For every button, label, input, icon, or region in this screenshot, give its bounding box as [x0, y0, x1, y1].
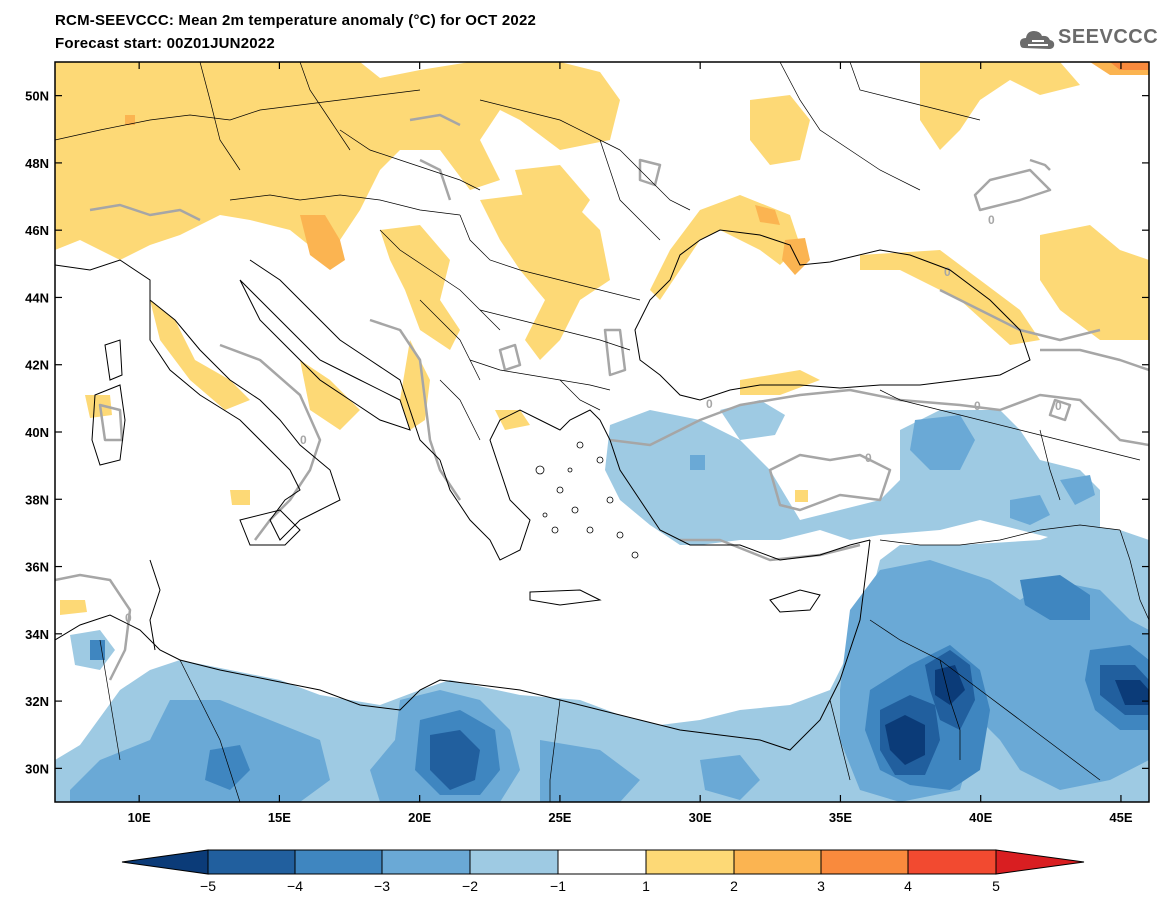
anatolia-south-coast [609, 439, 871, 561]
italy-coast [149, 298, 341, 541]
tunisia-coast [149, 559, 161, 651]
sardinia-coast [91, 384, 126, 466]
colorbar-label: −3 [374, 878, 390, 894]
contour-label: 0 [1055, 399, 1062, 413]
colorbar-swatch [381, 849, 471, 875]
colorbar-swatch [294, 849, 383, 875]
contour-label: 0 [974, 399, 981, 413]
lat-tick-label: 36N [25, 560, 49, 575]
anomaly-field: 0 0 0 0 0 0 0 0 [55, 62, 1149, 802]
colorbar-swatch [207, 849, 296, 875]
seevccc-cloud-logo-icon [1020, 31, 1055, 49]
lat-tick-label: 34N [25, 627, 49, 642]
lon-tick-label: 30E [689, 810, 712, 825]
colorbar-swatch [907, 849, 997, 875]
lat-tick-label: 30N [25, 761, 49, 776]
lat-tick-label: 50N [25, 89, 49, 104]
colorbar: −5 −4 −3 −2 −1 1 2 3 4 5 [121, 849, 1085, 894]
coastlines [55, 229, 1031, 751]
lon-tick-label: 20E [408, 810, 431, 825]
lon-tick-label: 45E [1109, 810, 1132, 825]
contour-label: 0 [944, 265, 951, 279]
levant-coast [829, 539, 871, 701]
adriatic-east-coast [249, 259, 441, 461]
colorbar-labels: −5 −4 −3 −2 −1 1 2 3 4 5 [200, 878, 1000, 894]
lon-tick-label: 40E [969, 810, 992, 825]
warm-anomaly-areas [55, 62, 1149, 615]
country-borders [55, 62, 1149, 802]
black-sea-coast [634, 229, 1031, 401]
colorbar-label: −1 [550, 878, 566, 894]
colorbar-swatch [557, 849, 647, 875]
lat-tick-label: 44N [25, 290, 49, 305]
colorbar-swatch [820, 849, 909, 875]
colorbar-label: 1 [642, 878, 650, 894]
colorbar-swatch [645, 849, 735, 875]
colorbar-swatch [733, 849, 822, 875]
north-africa-coast [55, 614, 831, 751]
colorbar-arrow-high [995, 849, 1085, 875]
colorbar-label: 5 [992, 878, 1000, 894]
crete-coast [529, 589, 602, 606]
lat-tick-label: 32N [25, 694, 49, 709]
zero-contour-labels: 0 0 0 0 0 0 0 0 [125, 213, 1062, 625]
colorbar-label: −2 [462, 878, 478, 894]
colorbar-label: −5 [200, 878, 216, 894]
colorbar-label: 3 [817, 878, 825, 894]
colorbar-label: 2 [730, 878, 738, 894]
greece-coast [439, 409, 611, 561]
contour-label: 0 [865, 451, 872, 465]
lat-tick-label: 48N [25, 156, 49, 171]
lat-tick-label: 38N [25, 492, 49, 507]
cold-anomaly-5c [885, 665, 1149, 765]
longitude-axis: 10E 15E 20E 25E 30E 35E 40E 45E [128, 62, 1133, 825]
logo-text: SEEVCCC [1058, 26, 1159, 48]
colorbar-arrow-low [121, 849, 209, 875]
warm-anomaly-3c [1110, 62, 1149, 70]
cyprus-coast [769, 589, 821, 613]
forecast-start-subtitle: Forecast start: 00Z01JUN2022 [55, 35, 275, 52]
italy-adriatic-coast [239, 279, 411, 431]
contour-label: 0 [988, 213, 995, 227]
corsica-coast [104, 339, 123, 381]
aegean-islands [535, 441, 639, 559]
lat-tick-label: 46N [25, 223, 49, 238]
lon-tick-label: 10E [128, 810, 151, 825]
contour-label: 0 [300, 433, 307, 447]
colorbar-label: 4 [904, 878, 912, 894]
map-title: RCM-SEEVCCC: Mean 2m temperature anomaly… [55, 12, 537, 29]
lon-tick-label: 25E [548, 810, 571, 825]
lat-tick-label: 40N [25, 425, 49, 440]
lat-tick-label: 42N [25, 358, 49, 373]
lon-tick-label: 35E [829, 810, 852, 825]
contour-label: 0 [706, 397, 713, 411]
sicily-coast [239, 509, 301, 546]
colorbar-label: −4 [287, 878, 303, 894]
zero-contours [55, 113, 1149, 681]
ligurian-coast [55, 259, 151, 300]
contour-label: 0 [125, 611, 132, 625]
lon-tick-label: 15E [268, 810, 291, 825]
colorbar-swatch [469, 849, 559, 875]
latitude-axis: 50N 48N 46N 44N 42N 40N 38N 36N 34N 32N 30N [25, 89, 1149, 776]
